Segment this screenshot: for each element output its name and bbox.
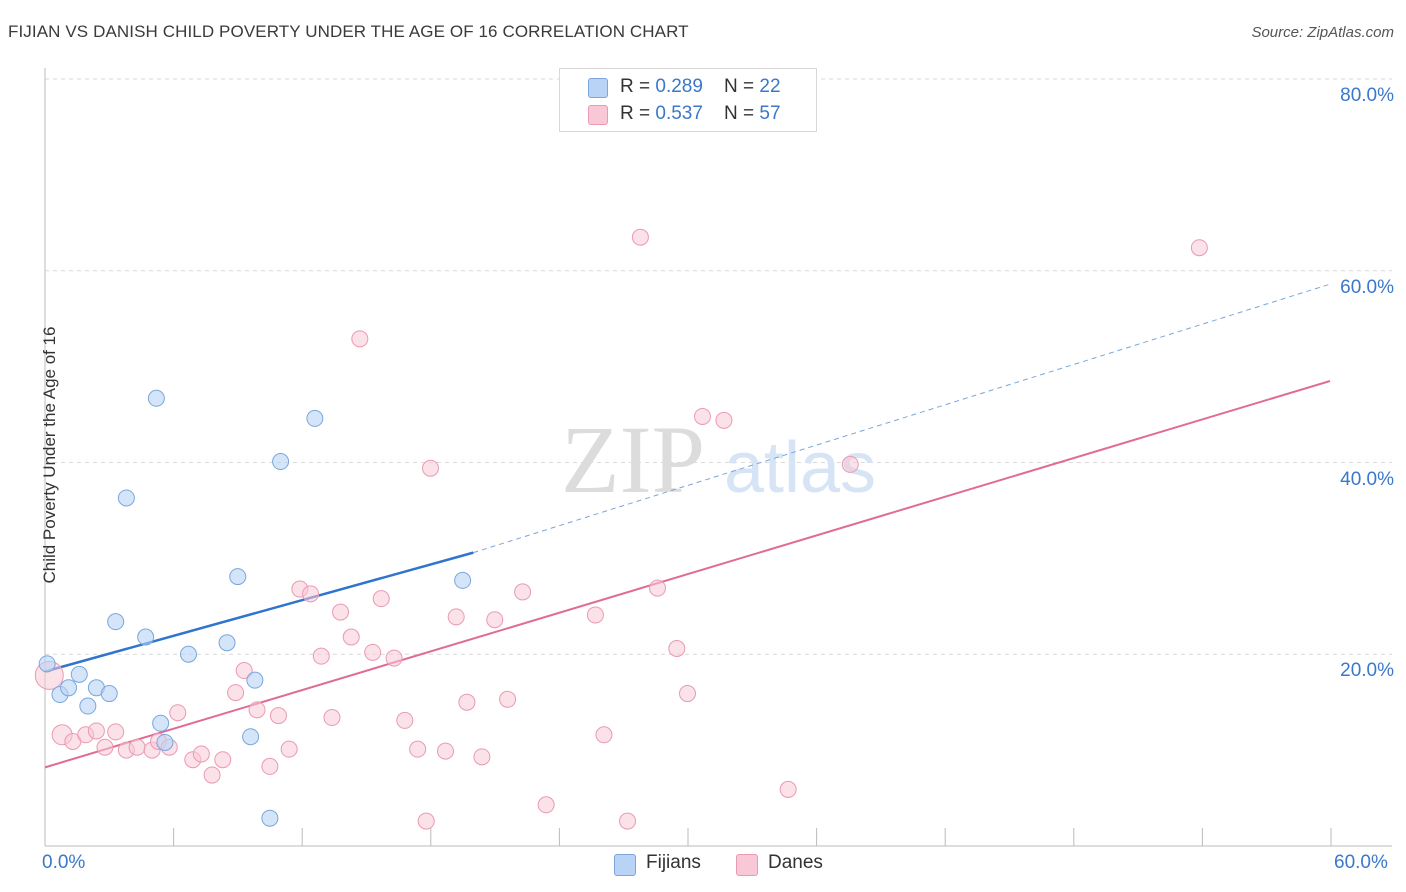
data-point-fijians <box>38 655 56 673</box>
data-point-fijians <box>246 671 264 689</box>
data-point-danes <box>248 701 266 719</box>
data-points <box>34 228 1208 830</box>
data-point-danes <box>214 751 232 769</box>
chart-title: FIJIAN VS DANISH CHILD POVERTY UNDER THE… <box>8 22 689 41</box>
bottom-legend-label-danes: Danes <box>768 852 823 873</box>
watermark-zip: ZIP <box>561 406 705 513</box>
legend-r-value-fijians: 0.289 <box>655 76 703 97</box>
data-point-fijians <box>107 613 125 631</box>
data-point-danes <box>203 766 221 784</box>
data-point-danes <box>372 590 390 608</box>
data-point-danes <box>409 740 427 758</box>
data-point-fijians <box>100 685 118 703</box>
data-point-fijians <box>70 665 88 683</box>
data-point-danes <box>312 647 330 665</box>
data-point-danes <box>269 707 287 725</box>
legend-n-label: N = <box>724 103 760 124</box>
y-tick-label: 40.0% <box>1340 468 1394 490</box>
data-point-danes <box>169 704 187 722</box>
legend-n-label: N = <box>724 76 760 97</box>
data-point-danes <box>364 643 382 661</box>
data-point-fijians <box>156 733 174 751</box>
data-point-danes <box>586 606 604 624</box>
data-point-danes <box>351 330 369 348</box>
data-point-danes <box>227 684 245 702</box>
data-point-danes <box>280 740 298 758</box>
data-point-danes <box>1190 239 1208 257</box>
data-point-fijians <box>229 568 247 586</box>
data-point-fijians <box>147 389 165 407</box>
source-label: Source: ZipAtlas.com <box>1251 24 1394 41</box>
data-point-danes <box>192 745 210 763</box>
data-point-danes <box>87 722 105 740</box>
data-point-danes <box>323 709 341 727</box>
legend-r-label: R = <box>620 103 656 124</box>
data-point-danes <box>436 742 454 760</box>
data-point-danes <box>417 812 435 830</box>
data-point-danes <box>514 583 532 601</box>
data-point-danes <box>302 585 320 603</box>
data-point-fijians <box>454 571 472 589</box>
data-point-fijians <box>137 628 155 646</box>
bottom-legend-swatch-fijians <box>614 854 636 876</box>
y-tick-label: 20.0% <box>1340 660 1394 682</box>
data-point-danes <box>342 628 360 646</box>
data-point-danes <box>422 459 439 477</box>
data-point-danes <box>447 608 465 626</box>
legend-n-value-danes: 57 <box>759 103 781 124</box>
grid-lines <box>45 78 1392 655</box>
data-point-danes <box>458 693 476 711</box>
data-point-danes <box>779 780 797 798</box>
data-point-fijians <box>272 453 290 471</box>
data-point-fijians <box>242 728 260 746</box>
axes <box>44 68 1392 847</box>
legend-r-value-danes: 0.537 <box>655 103 703 124</box>
data-point-danes <box>396 711 414 729</box>
data-point-danes <box>841 455 859 473</box>
x-tick-label-min: 0.0% <box>42 852 86 873</box>
data-point-danes <box>107 723 125 741</box>
legend-swatch-fijians <box>588 78 608 98</box>
data-point-fijians <box>60 679 78 697</box>
legend-swatch-danes <box>588 105 608 125</box>
data-point-danes <box>235 662 253 680</box>
data-point-danes <box>668 639 686 657</box>
data-point-danes <box>385 649 403 667</box>
data-point-danes <box>128 738 146 756</box>
data-point-danes <box>715 411 733 429</box>
data-point-fijians <box>117 489 135 507</box>
data-point-danes <box>679 685 696 703</box>
trend-line-fijians-extrapolated <box>473 283 1331 554</box>
legend-n-value-fijians: 22 <box>759 76 781 97</box>
data-point-fijians <box>218 634 236 652</box>
data-point-danes <box>473 748 491 766</box>
y-axis-label: Child Poverty Under the Age of 16 <box>40 326 59 584</box>
data-point-fijians <box>179 645 197 663</box>
data-point-danes <box>96 738 114 756</box>
data-point-danes <box>631 228 649 246</box>
correlation-legend: R = 0.289 N = 22 R = 0.537 N = 57 <box>559 68 817 132</box>
data-point-fijians <box>306 409 324 427</box>
data-point-danes <box>619 812 637 830</box>
legend-r-label: R = <box>620 76 656 97</box>
data-point-fijians <box>79 697 97 715</box>
data-point-danes <box>261 757 279 775</box>
data-point-fijians <box>152 714 170 732</box>
data-point-fijians <box>261 809 279 827</box>
y-tick-label: 80.0% <box>1340 85 1394 106</box>
data-point-danes <box>595 726 613 744</box>
bottom-legend-swatch-danes <box>736 854 758 876</box>
data-point-danes <box>332 603 350 621</box>
data-point-danes <box>499 690 517 708</box>
data-point-danes <box>693 407 711 425</box>
data-point-danes <box>486 611 504 629</box>
trend-line-fijians <box>44 551 474 673</box>
y-tick-label: 60.0% <box>1340 276 1394 298</box>
bottom-legend-label-fijians: Fijians <box>646 852 701 873</box>
x-tick-label-max: 60.0% <box>1334 852 1388 873</box>
data-point-danes <box>537 796 555 814</box>
data-point-danes <box>649 579 667 597</box>
